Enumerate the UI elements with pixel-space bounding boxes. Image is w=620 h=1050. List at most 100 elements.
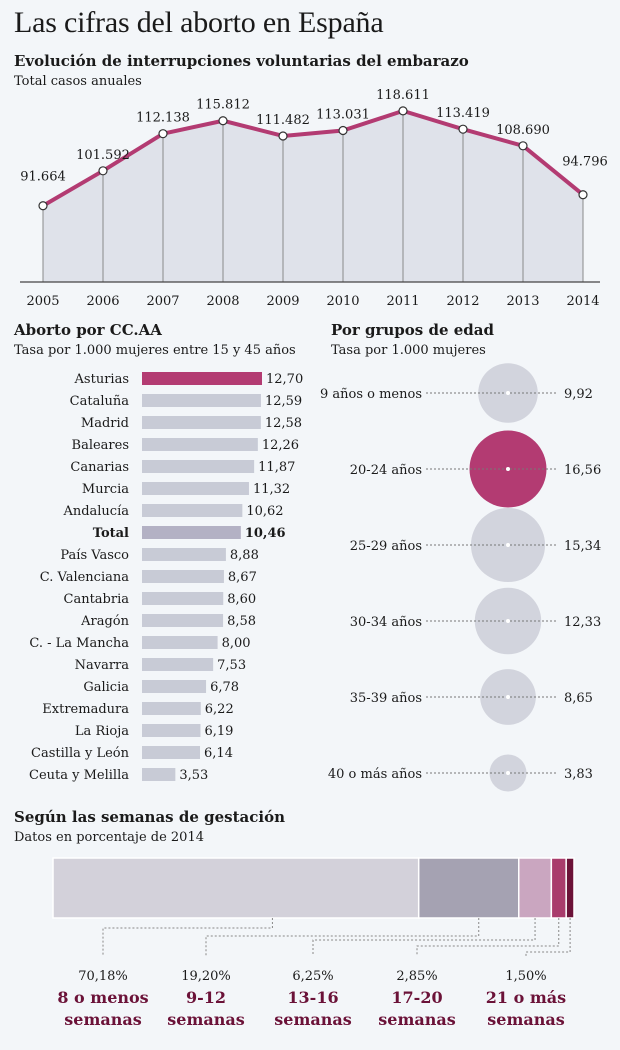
x-tick-2005: 2005 — [26, 294, 59, 309]
data-label-2013: 108.690 — [496, 123, 550, 138]
value-label-15: 6,22 — [205, 702, 234, 717]
data-label-2007: 112.138 — [136, 111, 190, 126]
point-2010 — [338, 125, 348, 136]
leader-2 — [312, 918, 536, 956]
category-label-6: Andalucía — [62, 504, 129, 519]
value-label-4: 11,87 — [258, 460, 295, 475]
category-label-2: Madrid — [81, 416, 129, 431]
line-chart-title: Evolución de interrupciones voluntarias … — [14, 52, 469, 70]
category-label-0: Asturias — [74, 372, 129, 387]
percent-label-1: 19,20% — [181, 969, 231, 984]
age-value-2: 15,34 — [564, 539, 601, 554]
age-value-0: 9,92 — [564, 387, 593, 402]
age-label-1: 20-24 años — [350, 463, 422, 478]
ccaa-chart-title: Aborto por CC.AA — [14, 321, 162, 339]
data-label-2008: 115.812 — [196, 98, 250, 113]
bar-15 — [142, 702, 201, 715]
leader-0 — [102, 918, 273, 956]
data-label-2010: 113.031 — [316, 108, 370, 123]
weeks-label-4-1: semanas — [487, 1010, 565, 1029]
point-2007 — [158, 129, 168, 139]
category-label-11: Aragón — [80, 614, 130, 629]
segment-2 — [518, 857, 553, 919]
percent-label-3: 2,85% — [396, 969, 437, 984]
bar-18 — [142, 768, 176, 781]
bubble-center-1 — [506, 467, 510, 471]
age-chart-title: Por grupos de edad — [331, 321, 494, 339]
segment-0 — [52, 857, 420, 919]
age-value-4: 8,65 — [564, 691, 593, 706]
x-tick-2011: 2011 — [386, 294, 419, 309]
value-label-9: 8,67 — [228, 570, 257, 585]
value-label-1: 12,59 — [265, 394, 302, 409]
x-tick-2010: 2010 — [326, 294, 359, 309]
bar-6 — [142, 504, 243, 517]
segment-3 — [550, 857, 567, 919]
age-value-1: 16,56 — [564, 463, 601, 478]
bar-4 — [142, 460, 255, 473]
category-label-7: Total — [93, 526, 129, 541]
category-label-14: Galicia — [83, 680, 129, 695]
data-label-2006: 101.592 — [76, 148, 130, 163]
data-label-2009: 111.482 — [256, 113, 310, 128]
point-2009 — [278, 131, 288, 141]
line-area — [43, 110, 583, 282]
ccaa-chart-subtitle: Tasa por 1.000 mujeres entre 15 y 45 año… — [14, 343, 296, 358]
age-label-4: 35-39 años — [350, 691, 422, 706]
bar-14 — [142, 680, 207, 693]
weeks-label-3-0: 17-20 — [391, 988, 442, 1007]
bar-9 — [142, 570, 224, 583]
bar-16 — [142, 724, 201, 737]
point-2005 — [38, 201, 48, 211]
x-tick-2013: 2013 — [506, 294, 539, 309]
weeks-label-3-1: semanas — [378, 1010, 456, 1029]
weeks-label-4-0: 21 o más — [486, 988, 566, 1007]
category-label-9: C. Valenciana — [40, 570, 129, 585]
value-label-12: 8,00 — [222, 636, 251, 651]
data-label-2005: 91.664 — [20, 170, 66, 185]
age-label-5: 40 o más años — [328, 767, 422, 782]
value-label-16: 6,19 — [204, 724, 233, 739]
value-label-6: 10,62 — [246, 504, 283, 519]
x-tick-2006: 2006 — [86, 294, 119, 309]
x-tick-2007: 2007 — [146, 294, 179, 309]
age-label-2: 25-29 años — [350, 539, 422, 554]
segment-4 — [565, 857, 575, 919]
weeks-chart-subtitle: Datos en porcentaje de 2014 — [14, 830, 204, 845]
bar-10 — [142, 592, 224, 605]
data-label-2012: 113.419 — [436, 106, 490, 121]
bubble-center-2 — [506, 543, 510, 547]
category-label-18: Ceuta y Melilla — [29, 768, 129, 783]
point-2008 — [218, 116, 228, 126]
value-label-13: 7,53 — [217, 658, 246, 673]
x-tick-2014: 2014 — [566, 294, 599, 309]
category-label-3: Baleares — [72, 438, 129, 453]
percent-label-2: 6,25% — [292, 969, 333, 984]
x-tick-2012: 2012 — [446, 294, 479, 309]
bar-11 — [142, 614, 224, 627]
value-label-14: 6,78 — [210, 680, 239, 695]
age-chart-subtitle: Tasa por 1.000 mujeres — [331, 343, 486, 358]
weeks-chart-title: Según las semanas de gestación — [14, 808, 285, 826]
leader-1 — [205, 918, 480, 956]
bar-5 — [142, 482, 249, 495]
bar-7 — [142, 526, 241, 539]
value-label-17: 6,14 — [204, 746, 233, 761]
age-value-5: 3,83 — [564, 767, 593, 782]
weeks-label-2-1: semanas — [274, 1010, 352, 1029]
segment-1 — [417, 857, 520, 919]
category-label-10: Cantabria — [64, 592, 130, 607]
value-label-18: 3,53 — [179, 768, 208, 783]
category-label-5: Murcia — [82, 482, 129, 497]
value-label-8: 8,88 — [230, 548, 259, 563]
weeks-label-0-0: 8 o menos — [57, 988, 148, 1007]
category-label-4: Canarias — [70, 460, 129, 475]
line-chart: 91.664 2005 101.592 2006 112.138 2007 115.812 2… — [20, 88, 608, 309]
bubble-center-5 — [506, 771, 510, 775]
percent-label-0: 70,18% — [78, 969, 128, 984]
value-label-5: 11,32 — [253, 482, 290, 497]
value-label-2: 12,58 — [265, 416, 302, 431]
age-label-3: 30-34 años — [350, 615, 422, 630]
bar-13 — [142, 658, 214, 671]
category-label-1: Cataluña — [70, 394, 130, 409]
